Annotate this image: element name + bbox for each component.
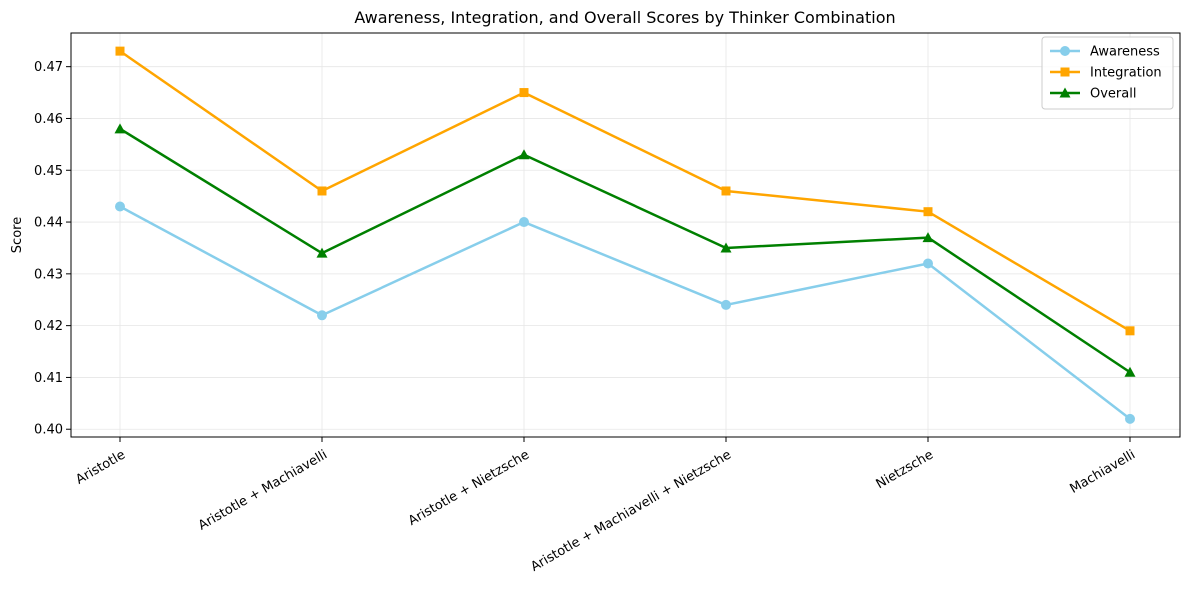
data-point-awareness: [1125, 413, 1135, 424]
plot-frame: [70, 32, 1181, 438]
legend-box: [1041, 36, 1174, 110]
y-tick-label: 0.43: [34, 267, 63, 282]
series-line-awareness: [119, 205, 1131, 420]
series-layer: [114, 46, 1136, 424]
legend-label-overall: Overall: [1090, 87, 1136, 102]
x-tick-label: Machiavelli: [1068, 447, 1138, 496]
y-tick-label: 0.45: [34, 164, 63, 179]
y-tick-label: 0.47: [34, 60, 63, 75]
legend-marker-integration: [1060, 67, 1070, 77]
grid: [71, 33, 1180, 437]
y-tick-label: 0.41: [34, 371, 63, 386]
chart-title: Awareness, Integration, and Overall Scor…: [354, 8, 895, 27]
series-awareness: [115, 201, 1135, 424]
data-point-overall: [518, 149, 530, 160]
data-point-overall: [720, 242, 732, 253]
data-point-integration: [115, 46, 125, 56]
data-point-integration: [721, 186, 731, 196]
legend-label-awareness: Awareness: [1090, 45, 1160, 60]
y-tick-label: 0.46: [34, 112, 63, 127]
data-point-overall: [114, 123, 126, 134]
series-overall: [114, 123, 1136, 377]
data-point-overall: [1124, 366, 1136, 377]
data-point-integration: [923, 207, 933, 217]
legend: Awareness Integration Overall: [1041, 36, 1174, 110]
series-line-integration: [119, 50, 1131, 332]
data-point-awareness: [317, 310, 327, 321]
y-tick-label: 0.42: [34, 319, 63, 334]
data-point-awareness: [721, 299, 731, 310]
x-tick-label: Aristotle + Nietzsche: [406, 447, 532, 528]
axes: 0.40 0.41 0.42 0.43 0.44 0.45 0.46 0.47 Aristotl…: [34, 60, 1138, 575]
legend-label-integration: Integration: [1090, 66, 1162, 81]
x-tick-label: Aristotle + Machiavelli: [196, 447, 330, 533]
y-tick-label: 0.44: [34, 216, 63, 231]
data-point-awareness: [519, 217, 529, 228]
y-axis-label: Score: [10, 217, 25, 253]
x-tick-label: Nietzsche: [874, 447, 936, 492]
y-tick-label: 0.40: [34, 423, 63, 438]
data-point-integration: [317, 186, 327, 196]
data-point-integration: [1125, 326, 1135, 336]
legend-marker-overall: [1059, 87, 1071, 98]
data-point-awareness: [115, 201, 125, 212]
data-point-overall: [316, 247, 328, 258]
data-point-awareness: [923, 258, 933, 269]
x-tick-label: Aristotle + Machiavelli + Nietzsche: [528, 447, 734, 574]
series-line-overall: [119, 127, 1131, 374]
legend-marker-awareness: [1060, 46, 1070, 56]
data-point-integration: [519, 88, 529, 98]
x-tick-label: Aristotle: [73, 447, 128, 487]
series-integration: [115, 46, 1135, 336]
data-point-overall: [922, 232, 934, 243]
